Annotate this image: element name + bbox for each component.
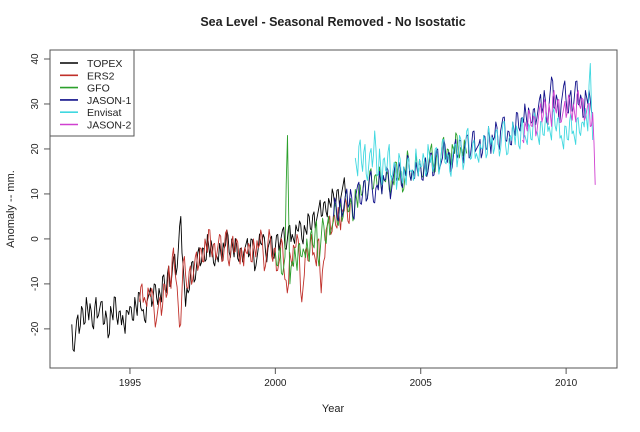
- x-tick-label: 1995: [119, 378, 142, 389]
- series-line-jason-2: [522, 90, 596, 185]
- legend-label: JASON-2: [87, 120, 132, 132]
- legend-label: ERS2: [87, 70, 115, 82]
- axis-ticks: 1995 2000 2005 2010 -20 -10 0 10 20 30 40: [30, 53, 578, 389]
- series-line-ers2: [139, 197, 351, 328]
- chart-title: Sea Level - Seasonal Removed - No Isosta…: [200, 15, 465, 29]
- y-tick-label: 10: [30, 188, 41, 200]
- y-tick-label: 30: [30, 98, 41, 110]
- y-tick-label: -10: [30, 276, 41, 291]
- x-tick-label: 2005: [410, 378, 433, 389]
- series-lines: [71, 63, 596, 352]
- series-line-topex: [71, 177, 346, 352]
- series-line-gfo: [274, 132, 468, 285]
- y-tick-label: -20: [30, 321, 41, 336]
- legend-label: TOPEX: [87, 58, 122, 70]
- plot-frame: [49, 49, 618, 369]
- y-tick-label: 40: [30, 53, 41, 65]
- y-tick-label: 0: [30, 236, 41, 242]
- x-tick-label: 2000: [264, 378, 287, 389]
- x-tick-label: 2010: [555, 378, 578, 389]
- y-tick-label: 20: [30, 143, 41, 155]
- legend-label: Envisat: [87, 107, 122, 119]
- x-axis-label: Year: [322, 403, 345, 415]
- legend-label: GFO: [87, 83, 110, 95]
- legend-box: [49, 49, 135, 137]
- y-axis-label: Anomaly -- mm.: [5, 170, 17, 248]
- series-line-envisat: [354, 63, 594, 190]
- legend-label: JASON-1: [87, 95, 132, 107]
- series-line-jason-1: [333, 76, 593, 222]
